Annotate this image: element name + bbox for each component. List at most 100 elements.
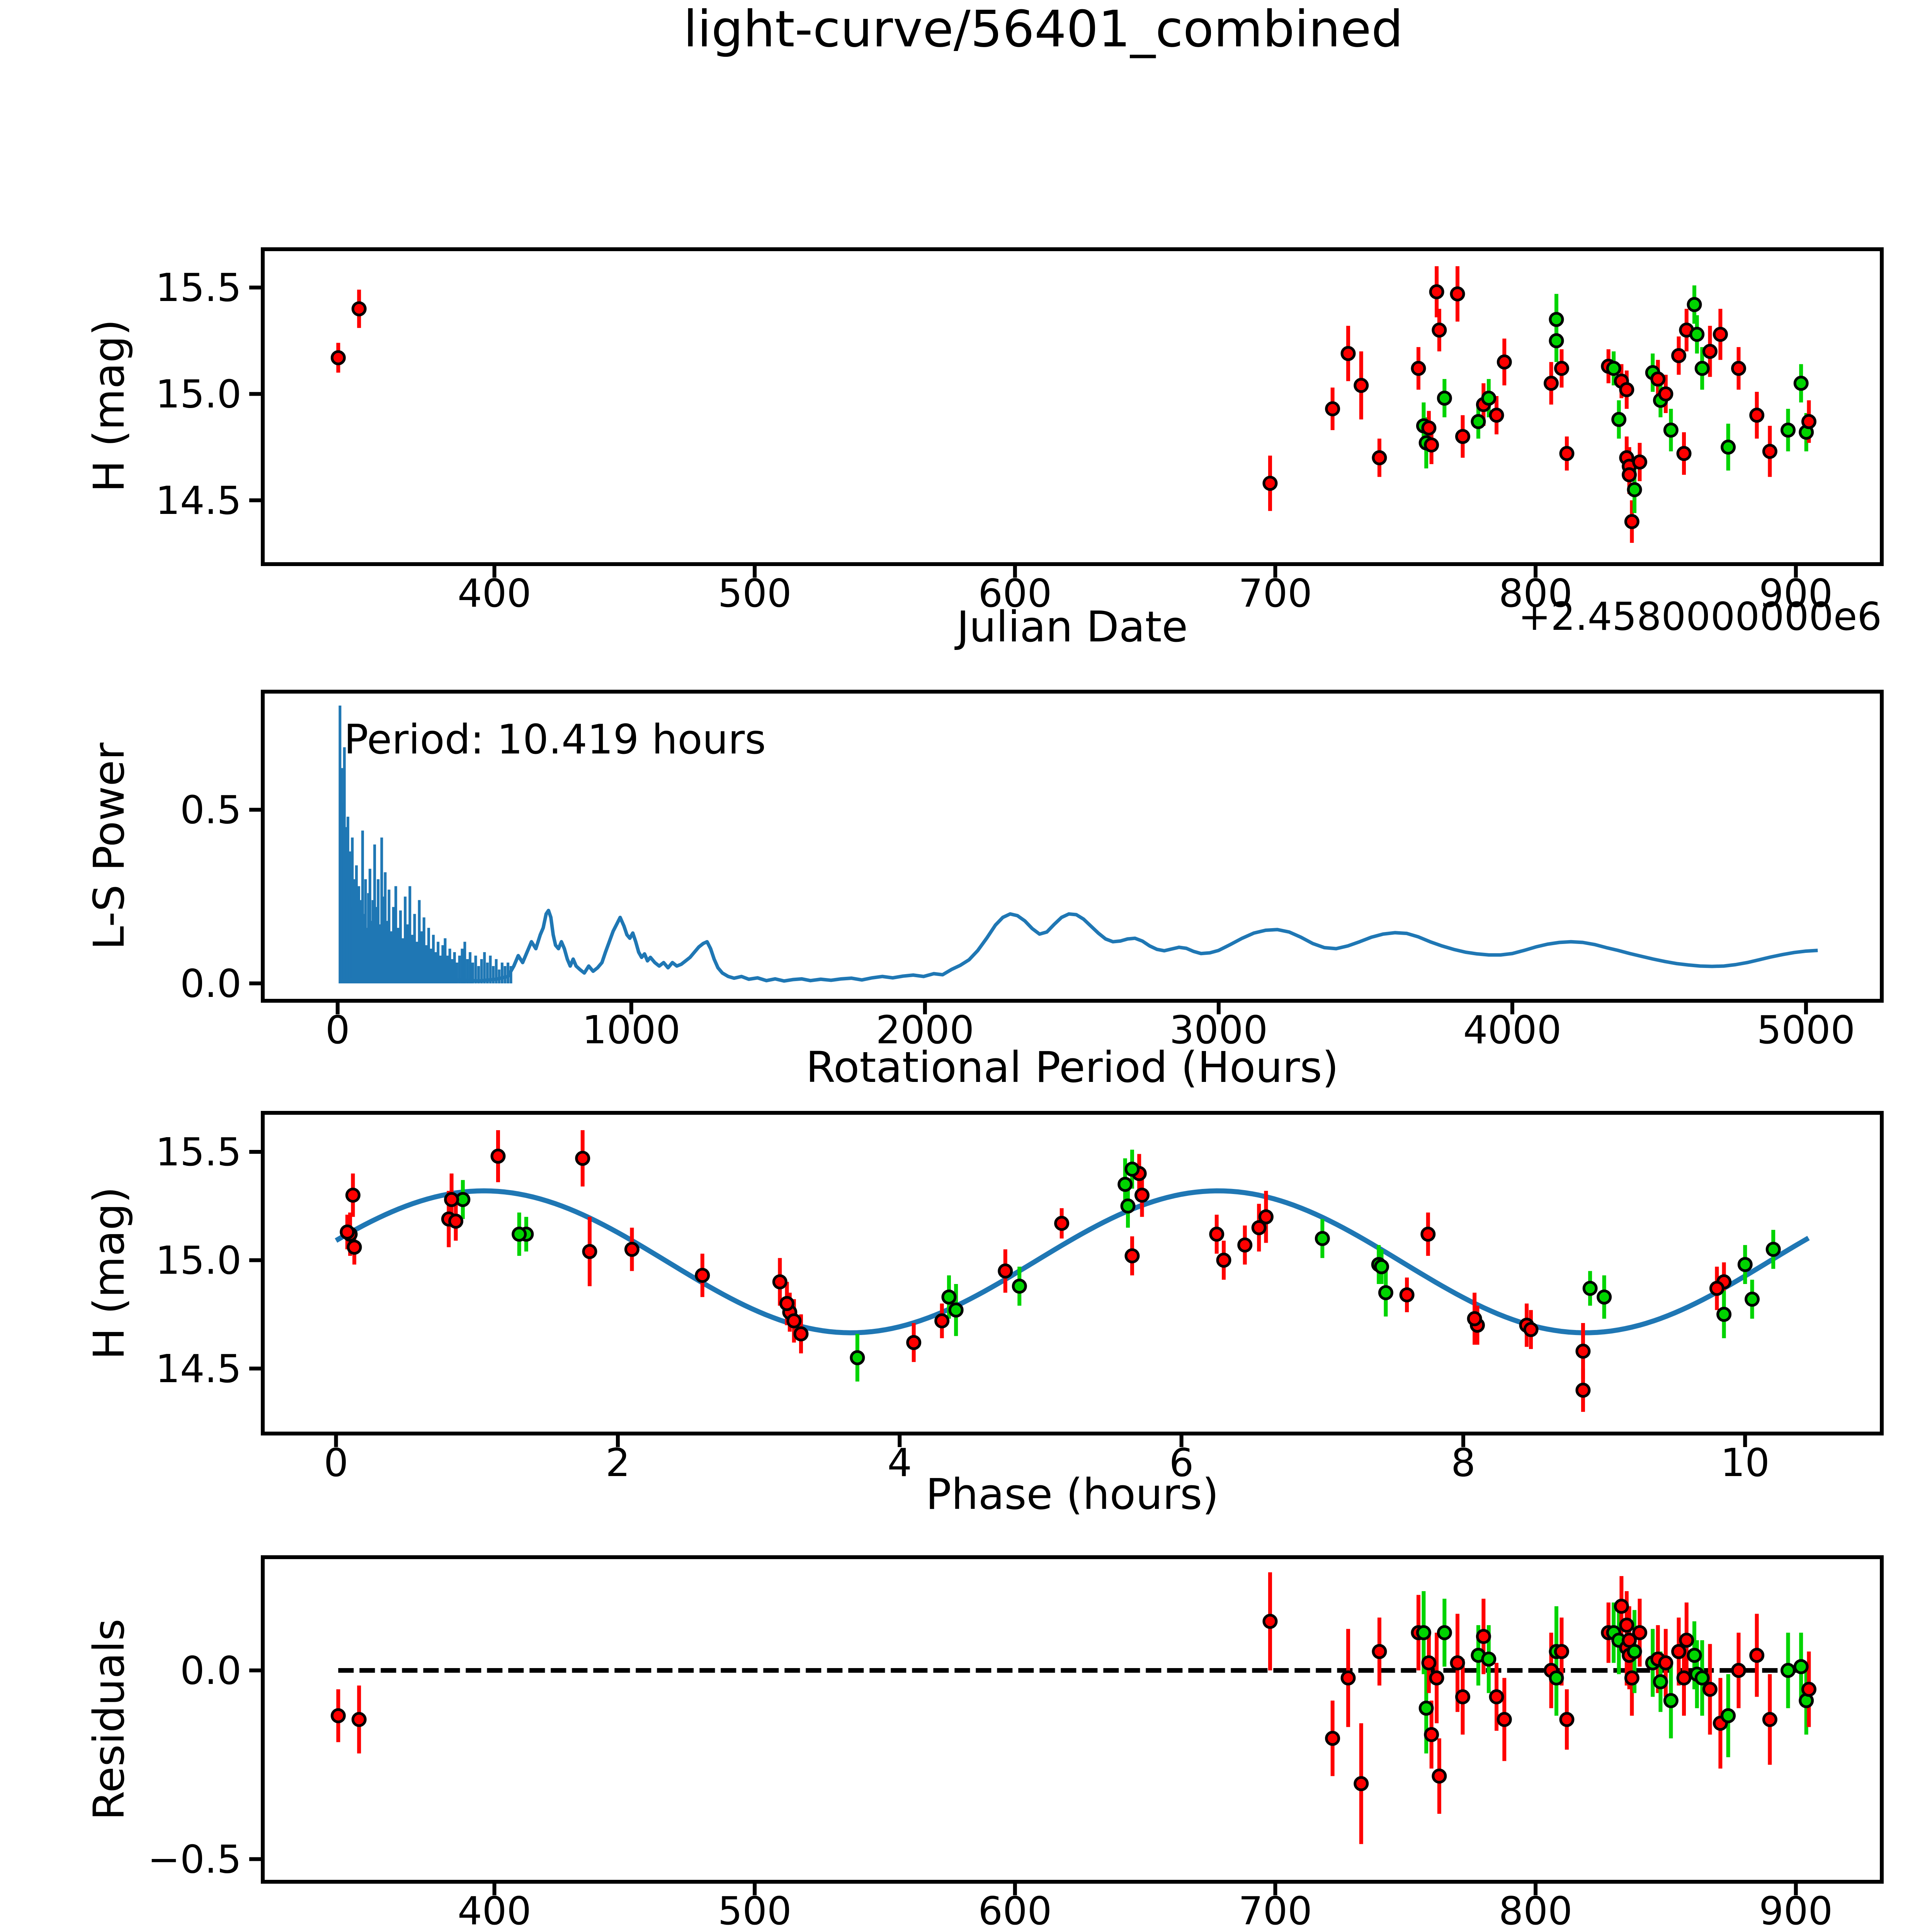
data-point-green [1687,1648,1702,1663]
x-tick-label: 2 [605,1440,630,1485]
x-tick-label: 500 [718,1888,792,1932]
x-tick-label: 1000 [582,1007,681,1053]
data-point-red [1632,1625,1648,1640]
data-point-green [1378,1285,1393,1300]
data-point-red [1424,1727,1439,1742]
data-point-red [1731,1663,1747,1678]
data-point-red [1801,414,1816,429]
data-point-red [1749,1648,1765,1663]
data-point-green [1582,1281,1598,1296]
data-point-red [1420,1226,1436,1242]
data-point-red [1575,1344,1591,1359]
data-point-red [1450,1655,1465,1670]
figure-title: light-curve/56401_combined [684,0,1403,58]
y-tick-label: 15.5 [155,265,242,310]
x-tick-label: 500 [718,571,792,616]
data-point-red [1054,1216,1070,1231]
x-tick-label: 900 [1759,1888,1833,1932]
y-tick-label: 0.0 [180,961,242,1006]
data-point-red [1650,371,1666,387]
data-point-green [1689,327,1705,342]
data-point-green [1793,1659,1809,1674]
data-point-red [347,1240,362,1255]
data-point-red [1372,1644,1387,1659]
data-point-green [1694,1670,1710,1686]
panel4-ylabel: Residuals [84,1619,134,1820]
data-point-green [1437,1625,1452,1640]
data-point-red [1497,1712,1512,1727]
data-point-green [1780,1663,1796,1678]
panel3-ylabel: H (mag) [84,1187,134,1360]
data-point-green [512,1226,527,1242]
data-point-red [444,1192,459,1207]
data-point-red [624,1242,639,1257]
data-point-green [1117,1177,1133,1192]
x-tick-label: 400 [457,1888,531,1932]
data-point-red [1713,327,1728,342]
x-tick-label: 0 [325,1007,350,1053]
data-point-red [906,1335,922,1350]
data-point-green [1606,361,1621,376]
y-tick-label: 14.5 [155,478,242,523]
data-point-red [1497,354,1512,370]
data-point-red [1632,454,1648,470]
data-point-red [1134,1187,1150,1203]
data-point-red [1237,1237,1253,1253]
data-point-green [1765,1242,1781,1257]
x-tick-label: 4000 [1463,1007,1562,1053]
data-point-green [1627,482,1642,497]
data-point-red [345,1187,361,1203]
data-point-red [1624,514,1639,529]
data-point-green [1124,1162,1140,1177]
data-point-red [1554,1644,1569,1659]
data-point-red [1801,1682,1816,1697]
data-point-red [1216,1252,1231,1268]
data-point-green [1780,422,1796,438]
data-point-red [1450,286,1465,302]
data-point-green [1737,1257,1753,1272]
data-point-green [1549,1670,1564,1686]
data-point-red [1411,361,1426,376]
data-point-red [1476,1629,1491,1644]
data-point-red [1340,1670,1356,1686]
data-point-red [1624,1670,1639,1686]
x-tick-label: 600 [978,571,1052,616]
data-point-green [1663,422,1679,438]
data-point-green [948,1302,964,1318]
panel1-xlabel: Julian Date [954,602,1188,651]
data-point-red [1671,1644,1687,1659]
axes-frame [261,1555,1884,1884]
axes-frame [261,1111,1884,1435]
data-point-red [1619,1617,1634,1633]
x-tick-label: 800 [1499,1888,1573,1932]
data-point-green [1315,1231,1330,1246]
panel1-ylabel: H (mag) [84,319,134,492]
data-point-red [1559,1712,1575,1727]
panel-phase-folded: 0 2 4 6 8 10 15.5 15.0 14.5 [155,1111,1884,1485]
x-tick-label: 700 [1238,571,1312,616]
panel-lightcurve-jd: 400 500 600 700 800 900 15.5 15.0 14.5 [155,247,1884,616]
data-point-red [793,1326,809,1342]
data-point-red [772,1274,787,1289]
data-point-red [1762,444,1777,459]
data-point-red [1354,378,1369,393]
y-tick-label: 0.5 [180,787,242,833]
data-point-red [1262,1614,1278,1629]
panel-periodogram: 0 1000 2000 3000 4000 5000 0.0 0.5 [180,690,1884,1053]
data-point-red [1424,437,1439,453]
data-point-red [340,1224,355,1240]
x-tick-label: 700 [1238,1888,1312,1932]
data-point-green [1611,412,1627,427]
panel1-axis-offset: +2.4580000000e6 [1518,594,1882,639]
data-point-green [1627,1644,1642,1659]
data-point-red [1467,1311,1482,1327]
data-point-red [934,1313,950,1328]
data-point-red [582,1244,597,1259]
model-fit-curve [335,1188,1810,1335]
data-point-red [1258,1209,1274,1225]
data-point-red [1421,1655,1437,1670]
data-point-red [1262,476,1278,491]
x-tick-label: 2000 [876,1007,975,1053]
data-point-red [1679,1633,1694,1648]
x-tick-label: 0 [324,1440,349,1485]
